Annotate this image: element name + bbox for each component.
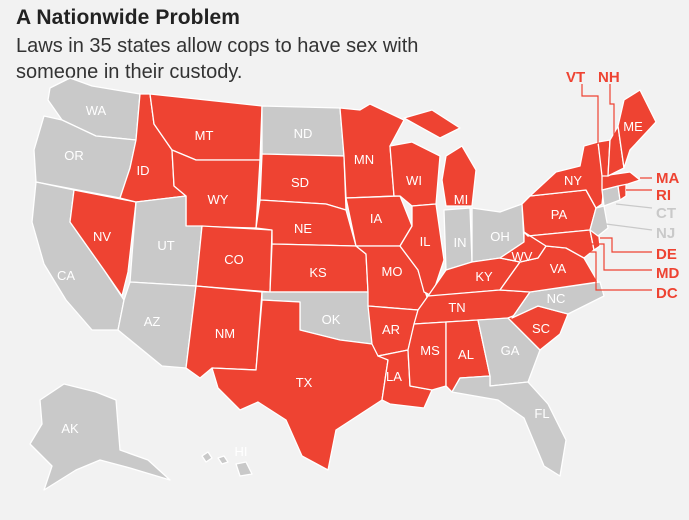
- label-sc: SC: [532, 321, 550, 336]
- side-label-nh: NH: [598, 69, 620, 86]
- label-ny: NY: [564, 173, 582, 188]
- side-label-de: DE: [656, 246, 677, 263]
- label-ok: OK: [322, 312, 341, 327]
- label-tn: TN: [448, 300, 465, 315]
- leader-md: [592, 243, 652, 271]
- label-ms: MS: [420, 343, 440, 358]
- label-ut: UT: [157, 238, 174, 253]
- leader-nh: [609, 84, 615, 140]
- label-ks: KS: [309, 265, 327, 280]
- label-fl: FL: [534, 406, 549, 421]
- label-ga: GA: [501, 343, 520, 358]
- label-co: CO: [224, 252, 244, 267]
- label-nm: NM: [215, 326, 235, 341]
- label-wa: WA: [86, 103, 107, 118]
- label-sd: SD: [291, 175, 309, 190]
- label-nd: ND: [294, 126, 313, 141]
- leader-dc: [582, 251, 652, 291]
- label-wv: WV: [512, 249, 533, 264]
- label-al: AL: [458, 347, 474, 362]
- label-ia: IA: [370, 211, 383, 226]
- label-oh: OH: [490, 229, 510, 244]
- label-va: VA: [550, 261, 567, 276]
- label-la: LA: [386, 369, 402, 384]
- label-ar: AR: [382, 322, 400, 337]
- label-mt: MT: [195, 128, 214, 143]
- state-ak: [29, 383, 171, 491]
- label-hi: HI: [235, 444, 248, 459]
- label-tx: TX: [296, 375, 313, 390]
- label-nc: NC: [547, 291, 566, 306]
- state-hi: [201, 451, 253, 477]
- label-az: AZ: [144, 314, 161, 329]
- state-me: [617, 89, 657, 169]
- map-subtitle: Laws in 35 states allow cops to have sex…: [16, 35, 419, 83]
- side-label-nj: NJ: [656, 225, 675, 242]
- label-id: ID: [137, 163, 150, 178]
- label-nv: NV: [93, 229, 111, 244]
- state-il: [399, 203, 445, 297]
- state-fl: [451, 375, 567, 477]
- side-label-ri: RI: [656, 187, 671, 204]
- label-me: ME: [623, 119, 643, 134]
- state-ma: [601, 171, 641, 191]
- label-ak: AK: [61, 421, 79, 436]
- label-ne: NE: [294, 221, 312, 236]
- label-mn: MN: [354, 152, 374, 167]
- side-label-ma: MA: [656, 170, 679, 187]
- state-tx: [211, 299, 389, 471]
- leader-ct: [615, 203, 653, 209]
- leader-vt: [581, 84, 599, 144]
- state-nj: [589, 205, 609, 237]
- label-wi: WI: [406, 173, 422, 188]
- side-label-md: MD: [656, 265, 679, 282]
- label-or: OR: [64, 148, 84, 163]
- label-mi: MI: [454, 192, 468, 207]
- leader-de: [600, 237, 652, 253]
- side-label-dc: DC: [656, 285, 678, 302]
- label-ca: CA: [57, 268, 75, 283]
- leader-nj: [605, 223, 653, 231]
- label-in: IN: [454, 235, 467, 250]
- side-label-ct: CT: [656, 205, 676, 222]
- state-mi: [403, 109, 477, 207]
- label-wy: WY: [208, 192, 229, 207]
- label-il: IL: [420, 234, 431, 249]
- side-label-vt: VT: [566, 69, 585, 86]
- label-ky: KY: [475, 269, 493, 284]
- label-pa: PA: [551, 207, 568, 222]
- map-title: A Nationwide Problem: [16, 6, 241, 29]
- label-mo: MO: [382, 264, 403, 279]
